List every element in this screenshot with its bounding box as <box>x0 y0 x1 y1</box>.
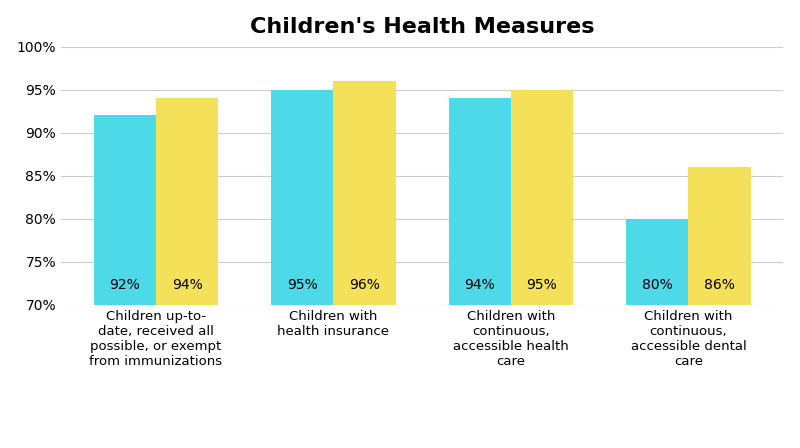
Bar <box>449 98 511 448</box>
Text: 92%: 92% <box>110 278 140 292</box>
Text: 80%: 80% <box>642 278 673 292</box>
Text: 95%: 95% <box>287 278 318 292</box>
Bar <box>271 90 334 448</box>
Title: Children's Health Measures: Children's Health Measures <box>250 17 594 37</box>
Text: 94%: 94% <box>465 278 495 292</box>
Text: 96%: 96% <box>349 278 380 292</box>
Bar <box>511 90 573 448</box>
Text: 86%: 86% <box>704 278 735 292</box>
Bar <box>688 167 750 448</box>
Bar <box>156 98 218 448</box>
Bar <box>626 219 688 448</box>
Text: 94%: 94% <box>172 278 202 292</box>
Legend: At Enrollment, At End of Enrollment: At Enrollment, At End of Enrollment <box>252 446 593 448</box>
Bar <box>334 81 395 448</box>
Bar <box>94 116 156 448</box>
Text: 95%: 95% <box>526 278 558 292</box>
